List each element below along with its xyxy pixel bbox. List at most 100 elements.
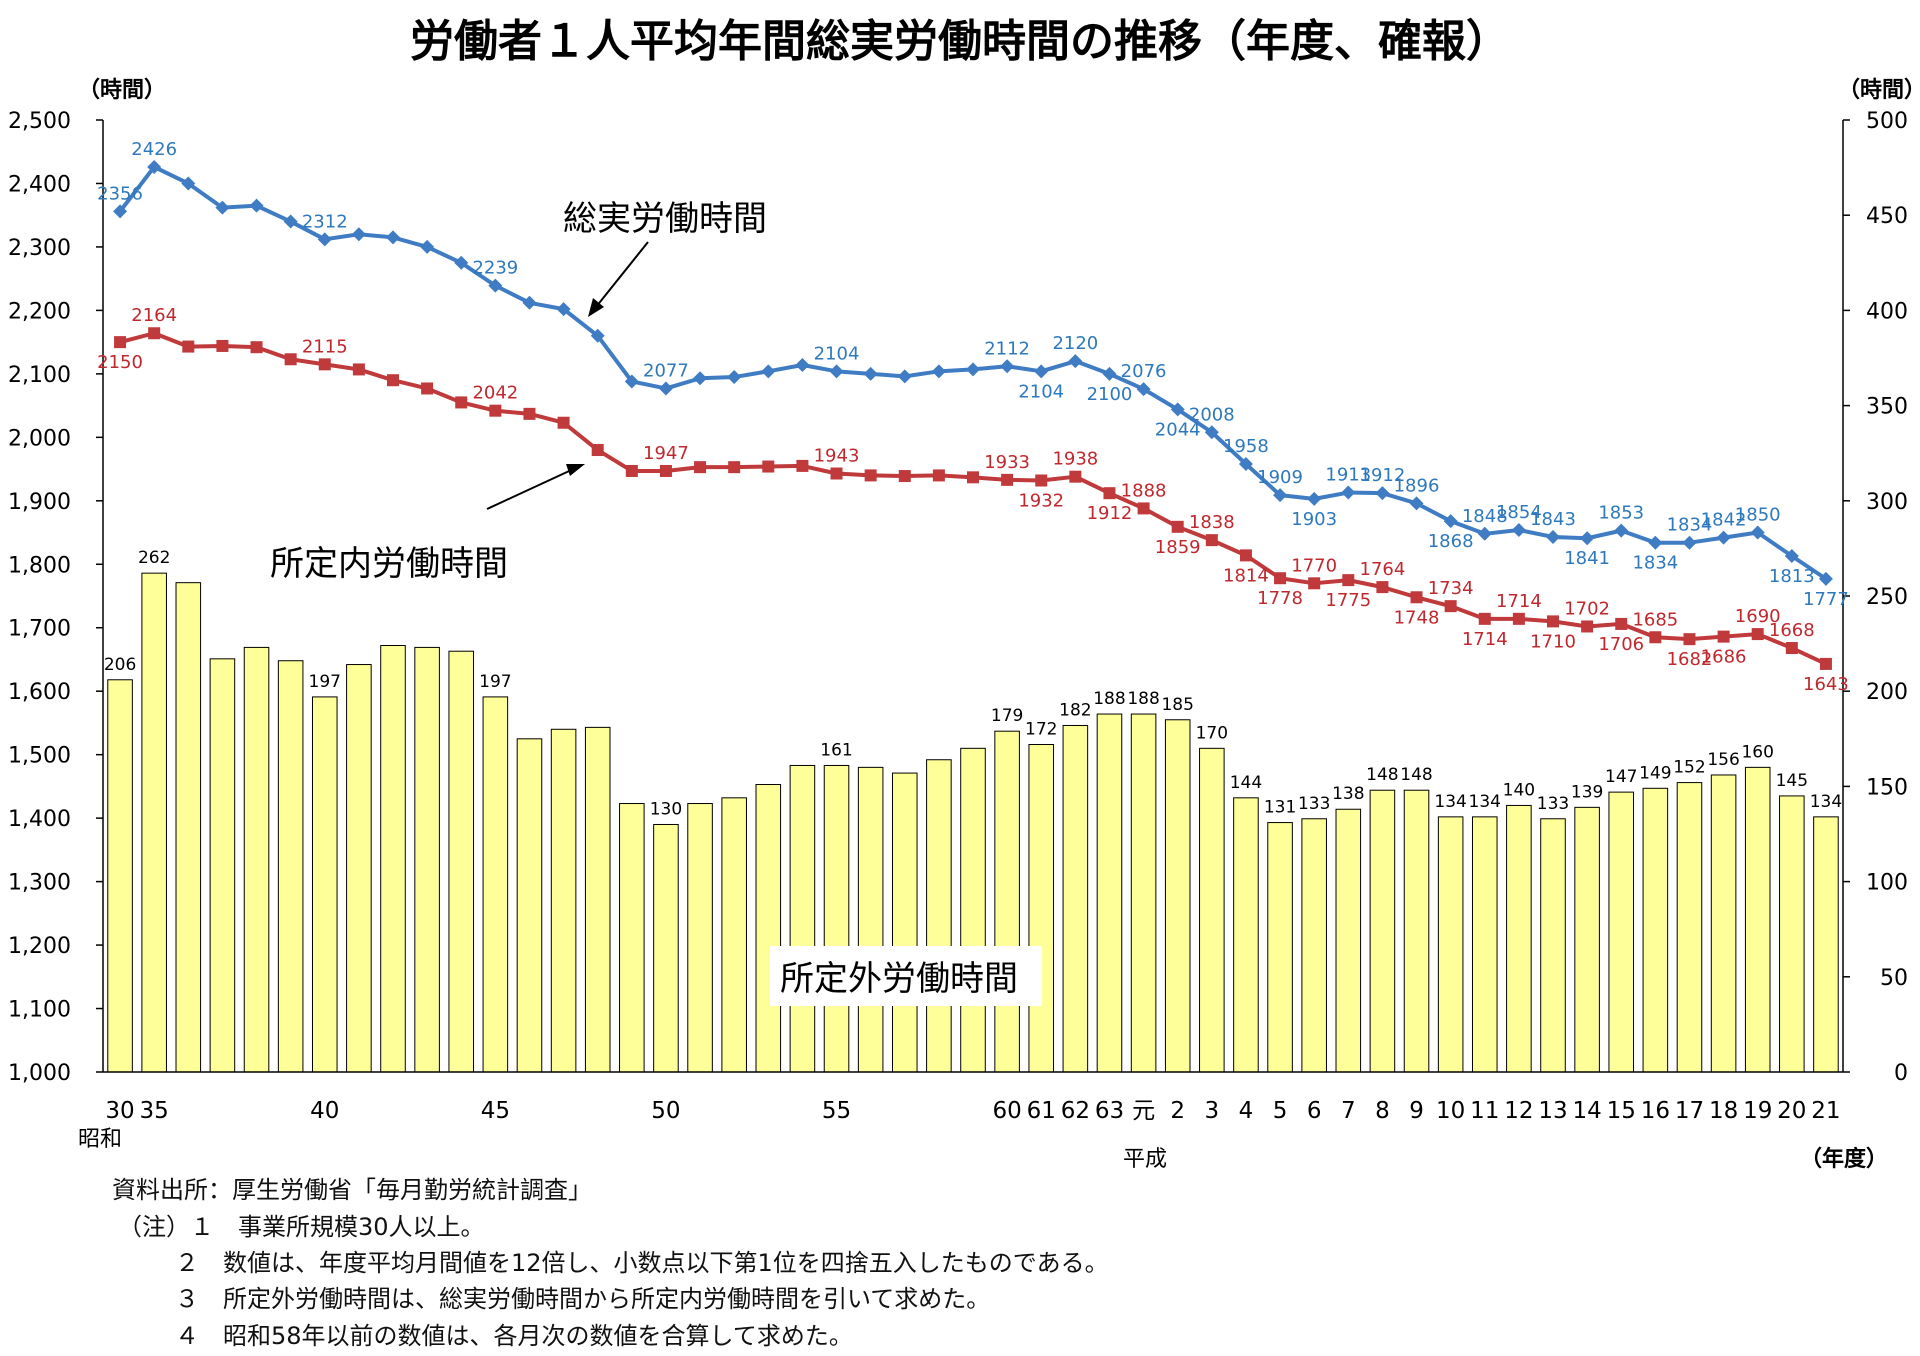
callout-total: 総実労働時間: [563, 199, 767, 317]
left-tick-label: 2,400: [8, 172, 71, 197]
overtime-bar-label: 140: [1503, 780, 1535, 800]
scheduled-hours-label: 1778: [1257, 588, 1303, 609]
overtime-bar-label: 148: [1400, 765, 1432, 785]
overtime-bar-label: 185: [1161, 695, 1193, 715]
overtime-bar: [1028, 744, 1055, 1073]
total-hours-label: 1834: [1667, 515, 1713, 536]
right-tick-label: 100: [1866, 871, 1908, 896]
scheduled-hours-point: [1581, 620, 1594, 633]
overtime-bar: [926, 759, 952, 1073]
total-hours-label: 1841: [1564, 548, 1610, 569]
total-hours-label: 2120: [1052, 333, 1098, 354]
x-tick-label: 15: [1607, 1098, 1636, 1124]
total-hours-point: [1750, 525, 1765, 540]
callout-scheduled-arrow: [486, 465, 581, 510]
total-hours-point: [863, 366, 878, 381]
right-tick-label: 300: [1866, 490, 1908, 515]
overtime-bar: [448, 650, 475, 1073]
overtime-bar: [346, 664, 372, 1073]
scheduled-hours-point: [864, 469, 877, 482]
total-hours-point: [1034, 364, 1049, 379]
total-hours-point: [1238, 456, 1253, 471]
overtime-bar: [994, 730, 1020, 1073]
scheduled-hours-label: 2150: [97, 352, 143, 373]
overtime-bar-label: 179: [991, 706, 1023, 726]
right-tick-label: 500: [1866, 109, 1908, 134]
total-hours-label: 1913: [1325, 465, 1371, 486]
left-tick-label: 1,200: [8, 934, 71, 959]
overtime-bar-label: 156: [1707, 750, 1739, 770]
scheduled-hours-point: [250, 341, 263, 354]
scheduled-hours-point: [216, 339, 229, 352]
total-hours-point: [966, 362, 980, 377]
overtime-bar: [1779, 795, 1805, 1073]
total-hours-point: [283, 214, 298, 229]
overtime-bar-label: 147: [1605, 767, 1637, 787]
chart-title: 労働者１人平均年間総実労働時間の推移（年度、確報）: [410, 16, 1510, 67]
overtime-bar-label: 160: [1741, 742, 1773, 762]
scheduled-hours-label: 1714: [1496, 591, 1542, 612]
overtime-bar-label: 149: [1639, 763, 1671, 783]
scheduled-hours-point: [182, 340, 195, 353]
scheduled-hours-point: [967, 471, 979, 484]
overtime-bar: [243, 646, 270, 1073]
x-tick-label: 19: [1743, 1098, 1772, 1124]
x-tick-label: 12: [1504, 1098, 1533, 1124]
scheduled-hours-point: [694, 461, 707, 474]
scheduled-hours-label: 1933: [984, 452, 1030, 473]
x-tick-label: 30: [105, 1098, 134, 1124]
total-hours-point: [1648, 535, 1663, 550]
total-hours-label: 2077: [643, 360, 689, 381]
scheduled-hours-point: [1819, 657, 1832, 670]
callout-overtime-text: 所定外労働時間: [780, 959, 1018, 999]
scheduled-hours-label: 2164: [131, 305, 177, 326]
left-tick-label: 1,500: [8, 744, 71, 769]
overtime-bar: [755, 783, 782, 1073]
total-hours-point: [1170, 402, 1185, 417]
x-tick-label: 61: [1027, 1098, 1056, 1124]
total-hours-point: [1614, 523, 1629, 538]
right-tick-label: 50: [1880, 966, 1908, 991]
overtime-bar-label: 172: [1025, 720, 1057, 740]
scheduled-hours-label: 1775: [1325, 590, 1371, 611]
scheduled-hours-label: 1764: [1360, 559, 1406, 580]
total-hours-point: [897, 369, 912, 384]
scheduled-hours-label: 1714: [1462, 629, 1508, 650]
total-hours-point: [351, 227, 366, 242]
overtime-bar: [789, 764, 816, 1073]
axis-lines: [102, 120, 1844, 1073]
scheduled-hours-point: [932, 469, 945, 482]
overtime-bar: [141, 572, 167, 1073]
overtime-bar: [1403, 789, 1430, 1073]
x-tick-label: 21: [1811, 1098, 1840, 1124]
total-hours-point: [215, 200, 230, 215]
x-tick-label: 13: [1538, 1098, 1567, 1124]
scheduled-hours-label: 1770: [1291, 555, 1337, 576]
scheduled-hours-label: 1734: [1428, 578, 1474, 599]
scheduled-hours-label: 1814: [1223, 565, 1269, 586]
x-tick-label: 17: [1675, 1098, 1704, 1124]
x-tick-label: 9: [1409, 1098, 1424, 1124]
scheduled-hours-label: 1643: [1803, 674, 1849, 695]
scheduled-hours-label: 2042: [472, 383, 518, 404]
overtime-bar-label: 197: [479, 672, 511, 692]
total-hours-point: [1068, 354, 1083, 369]
callout-scheduled: 所定内労働時間: [270, 464, 585, 584]
overtime-bar: [1062, 724, 1089, 1073]
scheduled-hours-point: [1410, 591, 1423, 604]
x-tick-label: 4: [1239, 1098, 1254, 1124]
overtime-bar: [584, 726, 611, 1073]
x-tick-label: 18: [1709, 1098, 1738, 1124]
scheduled-hours-point: [352, 363, 365, 376]
total-hours-point: [454, 255, 469, 270]
overtime-bar: [277, 660, 304, 1073]
scheduled-hours-point: [762, 460, 775, 473]
x-axis: 30 35 40 45 50 55 60 61 62 63 元 2 3 4 5 6 7 8 9 10 11 12 13 14 1…: [105, 1098, 1840, 1124]
overtime-bar: [1301, 818, 1327, 1073]
total-hours-point: [1273, 488, 1288, 503]
scheduled-hours-label: 1668: [1769, 620, 1815, 641]
x-tick-label: 10: [1436, 1098, 1465, 1124]
total-hours-point: [931, 364, 946, 379]
right-tick-label: 250: [1866, 585, 1908, 610]
callout-scheduled-arrowhead: [566, 464, 585, 476]
